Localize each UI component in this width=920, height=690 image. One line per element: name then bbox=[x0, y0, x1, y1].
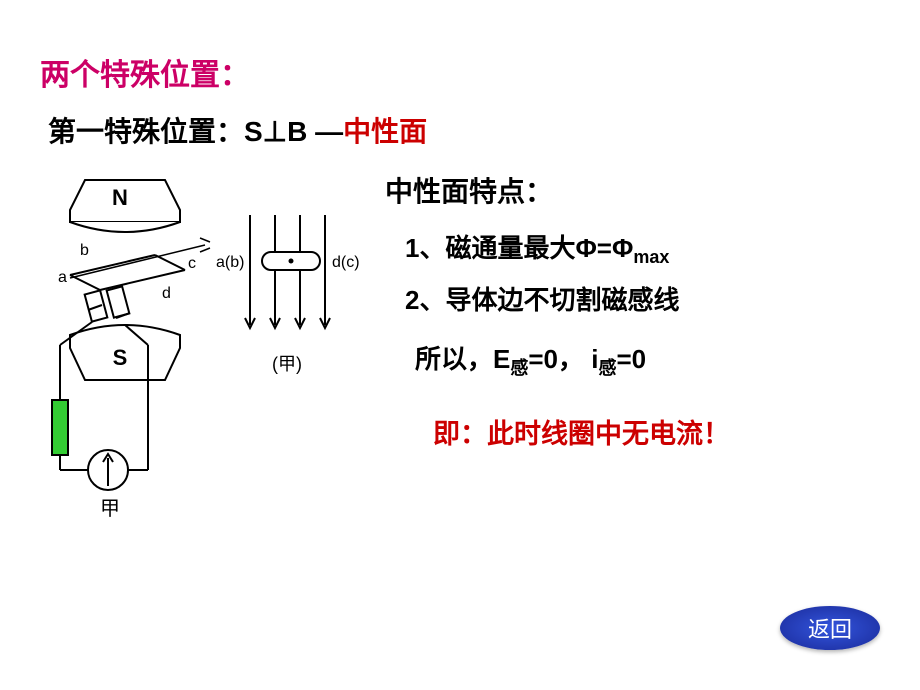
label-n: N bbox=[112, 185, 128, 210]
features-title: 中性面特点： bbox=[385, 170, 885, 210]
right-content: 中性面特点： 1、磁通量最大Φ=Φmax 2、导体边不切割磁感线 所以，E感=0… bbox=[385, 170, 885, 451]
label-c: c bbox=[188, 255, 196, 272]
resistor-icon bbox=[52, 400, 68, 455]
feature-1: 1、磁通量最大Φ=Φmax bbox=[405, 230, 885, 270]
emphasis: 即：此时线圈中无电流！ bbox=[433, 412, 885, 451]
back-button[interactable]: 返回 bbox=[780, 606, 880, 650]
subtitle-red: 中性面 bbox=[343, 116, 427, 147]
physics-diagram: N a b c d S 甲 bbox=[40, 170, 370, 540]
label-ab: a(b) bbox=[216, 254, 244, 271]
caption-right: (甲) bbox=[272, 354, 302, 374]
field-lines bbox=[245, 215, 330, 328]
label-a: a bbox=[58, 269, 67, 286]
subtitle-prefix: 第一特殊位置：S⊥B — bbox=[48, 116, 343, 147]
caption-left: 甲 bbox=[100, 498, 120, 520]
diagram-container: N a b c d S 甲 bbox=[40, 170, 370, 540]
label-b: b bbox=[80, 242, 89, 259]
label-d: d bbox=[162, 285, 171, 302]
conclusion: 所以，E感=0， i感=0 bbox=[415, 339, 885, 380]
label-s: S bbox=[113, 345, 128, 370]
subtitle: 第一特殊位置：S⊥B —中性面 bbox=[48, 110, 427, 150]
label-dc: d(c) bbox=[332, 254, 360, 271]
feature-2: 2、导体边不切割磁感线 bbox=[405, 282, 885, 318]
page-title: 两个特殊位置： bbox=[40, 50, 250, 94]
